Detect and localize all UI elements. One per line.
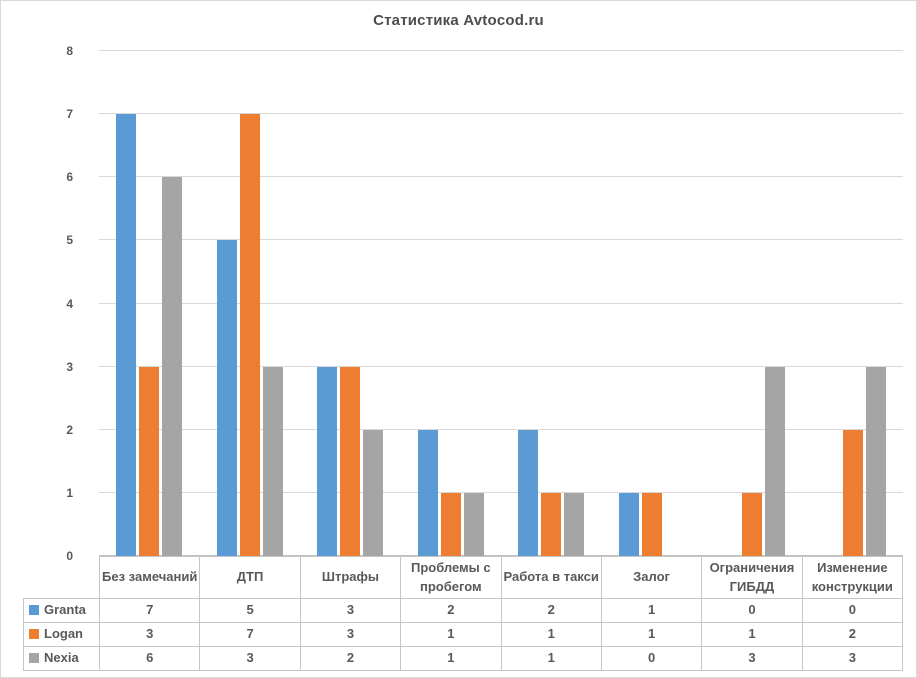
bar-granta: [116, 114, 137, 556]
value-cell-granta-3: 3: [299, 598, 402, 623]
data-table: Без замечаний ДТП Штрафы Проблемы с пробего…: [23, 556, 904, 671]
category-header-4: Проблемы с пробегом: [400, 556, 502, 599]
category-header-3: Штрафы: [299, 556, 402, 599]
value-cell-granta-2: 5: [199, 598, 301, 623]
category-header-8: Изменение конструкции: [801, 556, 904, 599]
category-group-7: [702, 51, 803, 556]
table-row-nexia: Nexia 6 3 2 1 1 0 3 3: [23, 646, 904, 671]
bar-groups: [99, 51, 903, 556]
bar-granta: [618, 492, 639, 556]
legend-key-granta: [29, 605, 39, 616]
bar-granta: [317, 366, 338, 556]
value-cell-logan-8: 2: [801, 622, 904, 647]
bar-nexia: [463, 492, 484, 556]
series-label-logan: Logan: [23, 622, 100, 647]
value-cell-granta-5: 2: [500, 598, 602, 623]
value-cell-granta-4: 2: [400, 598, 502, 623]
x-axis-line: [99, 555, 903, 556]
gridline: [99, 302, 903, 304]
value-cell-logan-1: 3: [98, 622, 201, 647]
y-axis-tick-label: 3: [66, 359, 73, 374]
gridline: [99, 239, 903, 241]
table-corner-cell: [23, 556, 100, 599]
value-cell-granta-8: 0: [801, 598, 904, 623]
gridline: [99, 365, 903, 367]
bar-logan: [541, 492, 562, 556]
bar-granta: [518, 429, 539, 556]
category-header-7: Ограничения ГИБДД: [701, 556, 803, 599]
value-cell-nexia-1: 6: [98, 646, 201, 671]
bar-logan: [239, 114, 260, 556]
bar-nexia: [865, 366, 886, 556]
bar-logan: [641, 492, 662, 556]
value-cell-logan-7: 1: [701, 622, 803, 647]
y-axis-tick-label: 5: [66, 233, 73, 248]
table-row-logan: Logan 3 7 3 1 1 1 1 2: [23, 622, 904, 647]
bar-nexia: [765, 366, 786, 556]
category-header-6: Залог: [600, 556, 703, 599]
bar-logan: [742, 492, 763, 556]
y-axis: 0 1 2 3 4 5 6 7 8: [1, 44, 89, 563]
y-axis-tick-label: 7: [66, 107, 73, 122]
bar-logan: [440, 492, 461, 556]
value-cell-logan-4: 1: [400, 622, 502, 647]
chart-title: Статистика Avtocod.ru: [373, 12, 544, 29]
value-cell-nexia-6: 0: [600, 646, 703, 671]
legend-key-nexia: [29, 653, 39, 664]
gridline: [99, 176, 903, 178]
value-cell-logan-5: 1: [500, 622, 602, 647]
value-cell-nexia-3: 2: [299, 646, 402, 671]
bar-logan: [340, 366, 361, 556]
category-group-4: [401, 51, 502, 556]
y-axis-tick-label: 2: [66, 422, 73, 437]
value-cell-logan-2: 7: [199, 622, 301, 647]
y-axis-tick-label: 0: [66, 549, 73, 563]
y-axis-tick-label: 6: [66, 170, 73, 185]
gridline: [99, 50, 903, 51]
value-cell-granta-7: 0: [701, 598, 803, 623]
category-group-1: [99, 51, 200, 556]
bar-logan: [139, 366, 160, 556]
bar-granta: [417, 429, 438, 556]
bar-nexia: [162, 177, 183, 556]
category-group-2: [200, 51, 301, 556]
value-cell-nexia-2: 3: [199, 646, 301, 671]
value-cell-logan-3: 3: [299, 622, 402, 647]
value-cell-logan-6: 1: [600, 622, 703, 647]
series-label-nexia: Nexia: [23, 646, 100, 671]
series-label-granta: Granta: [23, 598, 100, 623]
y-axis-tick-label: 4: [66, 296, 73, 311]
bar-nexia: [262, 366, 283, 556]
category-group-6: [602, 51, 703, 556]
plot-area: [99, 50, 903, 556]
y-axis-tick-label: 8: [66, 44, 73, 58]
category-group-8: [803, 51, 904, 556]
category-group-3: [300, 51, 401, 556]
bar-logan: [842, 429, 863, 556]
y-axis-tick-label: 1: [66, 485, 73, 500]
value-cell-nexia-7: 3: [701, 646, 803, 671]
category-header-5: Работа в такси: [500, 556, 602, 599]
category-header-1: Без замечаний: [98, 556, 201, 599]
value-cell-nexia-8: 3: [801, 646, 904, 671]
gridline: [99, 113, 903, 115]
bar-nexia: [363, 429, 384, 556]
bar-nexia: [564, 492, 585, 556]
category-header-2: ДТП: [199, 556, 301, 599]
value-cell-granta-6: 1: [600, 598, 703, 623]
value-cell-nexia-5: 1: [500, 646, 602, 671]
gridline: [99, 491, 903, 493]
legend-key-logan: [29, 629, 39, 640]
category-group-5: [501, 51, 602, 556]
table-row-granta: Granta 7 5 3 2 2 1 0 0: [23, 598, 904, 623]
gridline: [99, 428, 903, 430]
value-cell-granta-1: 7: [98, 598, 201, 623]
value-cell-nexia-4: 1: [400, 646, 502, 671]
bar-granta: [216, 240, 237, 556]
